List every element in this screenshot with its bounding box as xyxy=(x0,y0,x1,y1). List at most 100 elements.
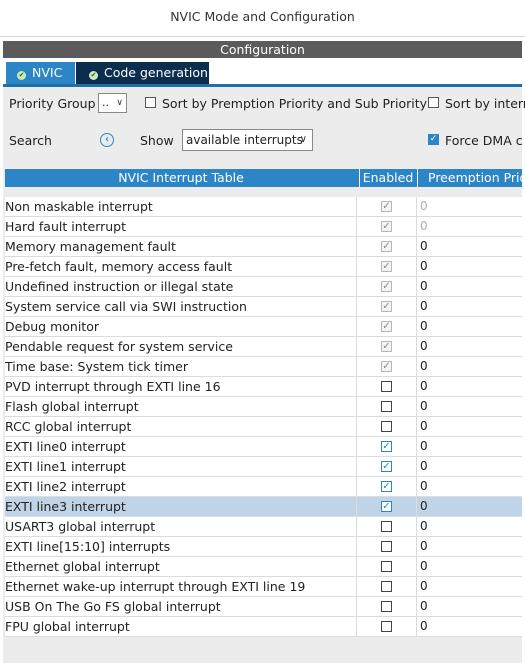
enabled-cell xyxy=(357,597,417,616)
preemption-priority[interactable]: 0 xyxy=(420,259,428,273)
enabled-cell: ✓ xyxy=(357,437,417,456)
enabled-checkbox[interactable] xyxy=(381,381,392,392)
interrupt-name: EXTI line0 interrupt xyxy=(5,437,357,456)
enabled-checkbox[interactable] xyxy=(381,581,392,592)
enabled-checkbox[interactable] xyxy=(381,401,392,412)
table-row[interactable]: Hard fault interrupt ✓ 0 xyxy=(5,217,522,237)
interrupt-name: USART3 global interrupt xyxy=(5,517,357,536)
table-row[interactable]: Time base: System tick timer ✓ 0 xyxy=(5,357,522,377)
enabled-cell xyxy=(357,417,417,436)
table-row[interactable]: Debug monitor ✓ 0 xyxy=(5,317,522,337)
preemption-priority[interactable]: 0 xyxy=(420,579,428,593)
preemption-priority[interactable]: 0 xyxy=(420,479,428,493)
preemption-priority[interactable]: 0 xyxy=(420,339,428,353)
sort-premption-checkbox[interactable] xyxy=(145,97,156,108)
enabled-cell: ✓ xyxy=(357,497,417,516)
enabled-checkbox[interactable]: ✓ xyxy=(381,481,392,492)
window-title: NVIC Mode and Configuration xyxy=(0,0,525,37)
table-row[interactable]: RCC global interrupt 0 xyxy=(5,417,522,437)
preemption-priority[interactable]: 0 xyxy=(420,559,428,573)
interrupt-name: EXTI line2 interrupt xyxy=(5,477,357,496)
preemption-priority[interactable]: 0 xyxy=(420,239,428,253)
table-row[interactable]: System service call via SWI instruction ✓… xyxy=(5,297,522,317)
enabled-checkbox: ✓ xyxy=(381,221,392,232)
table-row[interactable]: Non maskable interrupt ✓ 0 xyxy=(5,197,522,217)
enabled-cell: ✓ xyxy=(357,297,417,316)
enabled-cell: ✓ xyxy=(357,357,417,376)
preemption-priority[interactable]: 0 xyxy=(420,199,428,213)
table-row[interactable]: USB On The Go FS global interrupt 0 xyxy=(5,597,522,617)
enabled-cell: ✓ xyxy=(357,257,417,276)
preemption-priority[interactable]: 0 xyxy=(420,419,428,433)
tab-nvic[interactable]: ✔ NVIC xyxy=(6,62,75,84)
enabled-cell: ✓ xyxy=(357,457,417,476)
table-row[interactable]: Pendable request for system service ✓ 0 xyxy=(5,337,522,357)
preemption-priority[interactable]: 0 xyxy=(420,519,428,533)
preemption-priority[interactable]: 0 xyxy=(420,319,428,333)
table-row[interactable]: EXTI line2 interrupt ✓ 0 xyxy=(5,477,522,497)
enabled-cell: ✓ xyxy=(357,217,417,236)
preemption-priority[interactable]: 0 xyxy=(420,299,428,313)
force-dma-checkbox[interactable]: ✓ xyxy=(428,134,439,145)
table-row[interactable]: PVD interrupt through EXTI line 16 0 xyxy=(5,377,522,397)
enabled-checkbox[interactable] xyxy=(381,601,392,612)
enabled-cell: ✓ xyxy=(357,277,417,296)
table-row[interactable]: Pre-fetch fault, memory access fault ✓ 0 xyxy=(5,257,522,277)
enabled-cell: ✓ xyxy=(357,317,417,336)
preemption-priority[interactable]: 0 xyxy=(420,439,428,453)
show-select[interactable]: available interrupts ∨ xyxy=(182,129,313,151)
table-row[interactable]: USART3 global interrupt 0 xyxy=(5,517,522,537)
table-row[interactable]: Ethernet global interrupt 0 xyxy=(5,557,522,577)
interrupt-name: EXTI line[15:10] interrupts xyxy=(5,537,357,556)
table-row[interactable]: EXTI line0 interrupt ✓ 0 xyxy=(5,437,522,457)
interrupt-name: RCC global interrupt xyxy=(5,417,357,436)
preemption-priority[interactable]: 0 xyxy=(420,599,428,613)
enabled-checkbox: ✓ xyxy=(381,261,392,272)
column-header-name[interactable]: NVIC Interrupt Table xyxy=(118,170,244,185)
enabled-checkbox[interactable] xyxy=(381,421,392,432)
preemption-priority[interactable]: 0 xyxy=(420,539,428,553)
enabled-cell: ✓ xyxy=(357,197,417,216)
interrupt-name: Pre-fetch fault, memory access fault xyxy=(5,257,357,276)
interrupt-name: Ethernet global interrupt xyxy=(5,557,357,576)
preemption-priority[interactable]: 0 xyxy=(420,619,428,633)
priority-group-label: Priority Group xyxy=(9,96,96,111)
interrupt-name: Undefined instruction or illegal state xyxy=(5,277,357,296)
enabled-checkbox[interactable] xyxy=(381,521,392,532)
preemption-priority[interactable]: 0 xyxy=(420,499,428,513)
priority-group-select[interactable]: .. ∨ xyxy=(98,93,127,113)
enabled-checkbox[interactable] xyxy=(381,621,392,632)
interrupt-name: Debug monitor xyxy=(5,317,357,336)
preemption-priority[interactable]: 0 xyxy=(420,379,428,393)
force-dma-label: Force DMA c xyxy=(445,133,523,148)
table-row[interactable]: EXTI line[15:10] interrupts 0 xyxy=(5,537,522,557)
interrupt-name: Hard fault interrupt xyxy=(5,217,357,236)
enabled-cell: ✓ xyxy=(357,477,417,496)
enabled-checkbox[interactable]: ✓ xyxy=(381,461,392,472)
preemption-priority[interactable]: 0 xyxy=(420,399,428,413)
preemption-priority[interactable]: 0 xyxy=(420,459,428,473)
enabled-checkbox: ✓ xyxy=(381,281,392,292)
search-back-icon[interactable]: ‹ xyxy=(100,133,114,147)
interrupt-name: Pendable request for system service xyxy=(5,337,357,356)
enabled-checkbox[interactable]: ✓ xyxy=(381,441,392,452)
preemption-priority[interactable]: 0 xyxy=(420,279,428,293)
preemption-priority[interactable]: 0 xyxy=(420,219,428,233)
enabled-checkbox[interactable] xyxy=(381,561,392,572)
check-circle-icon: ✔ xyxy=(89,71,98,80)
enabled-checkbox: ✓ xyxy=(381,201,392,212)
table-row[interactable]: Ethernet wake-up interrupt through EXTI … xyxy=(5,577,522,597)
table-row[interactable]: Memory management fault ✓ 0 xyxy=(5,237,522,257)
column-header-enabled[interactable]: Enabled xyxy=(359,169,416,187)
enabled-checkbox[interactable] xyxy=(381,541,392,552)
sort-interrupts-checkbox[interactable] xyxy=(428,97,439,108)
tab-code-generation[interactable]: ✔ Code generation xyxy=(76,62,209,84)
enabled-checkbox[interactable]: ✓ xyxy=(381,501,392,512)
table-row[interactable]: Flash global interrupt 0 xyxy=(5,397,522,417)
table-row[interactable]: EXTI line3 interrupt ✓ 0 xyxy=(5,497,522,517)
table-row[interactable]: FPU global interrupt 0 xyxy=(5,617,522,637)
preemption-priority[interactable]: 0 xyxy=(420,359,428,373)
table-row[interactable]: Undefined instruction or illegal state ✓ 0 xyxy=(5,277,522,297)
column-header-preemption[interactable]: Preemption Prio xyxy=(417,169,522,187)
table-row[interactable]: EXTI line1 interrupt ✓ 0 xyxy=(5,457,522,477)
